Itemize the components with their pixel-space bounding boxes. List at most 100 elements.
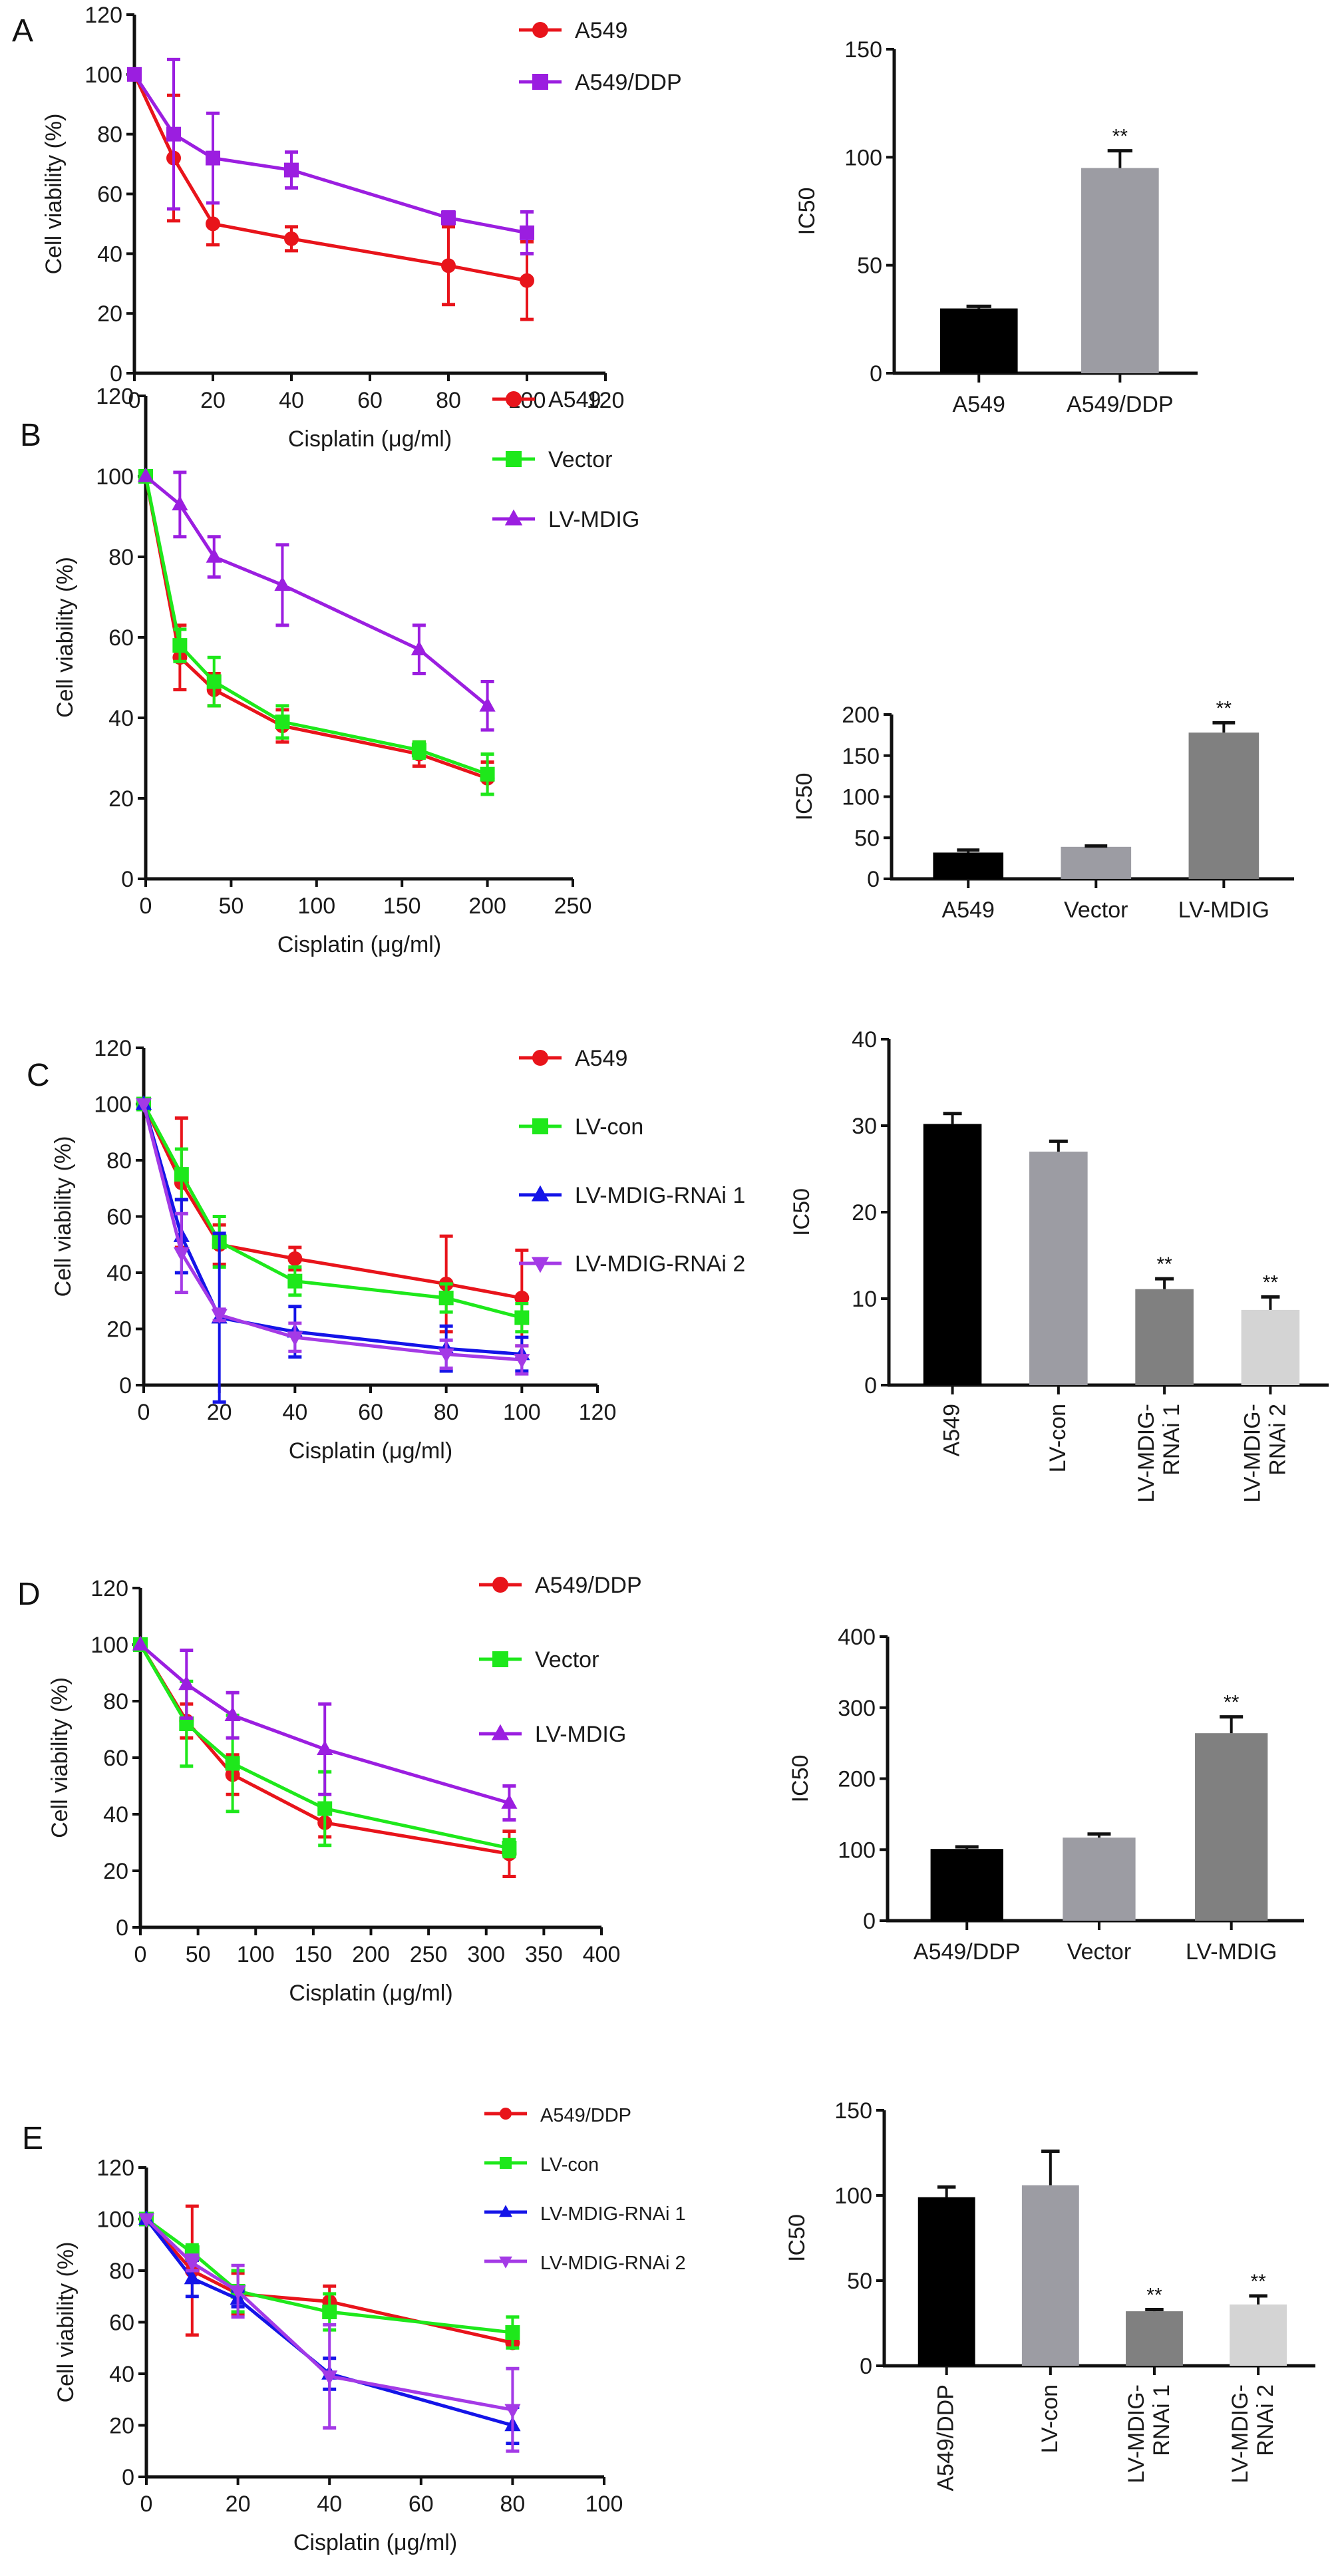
bar xyxy=(1021,2185,1079,2366)
legend-label: Vector xyxy=(548,447,612,472)
data-point xyxy=(274,576,291,591)
y-tick-label: 100 xyxy=(96,464,134,490)
x-category-label: A549/DDP xyxy=(914,1939,1021,1965)
data-point xyxy=(438,1291,454,1306)
legend-marker-icon xyxy=(532,1118,548,1134)
data-point xyxy=(411,640,427,655)
x-tick-label: 80 xyxy=(500,2492,525,2517)
y-tick-label: 120 xyxy=(96,2156,134,2181)
legend-marker-icon xyxy=(492,1651,508,1667)
series-a549-ddp xyxy=(127,57,534,255)
data-point xyxy=(184,2257,200,2272)
data-point xyxy=(514,1310,530,1325)
panel-letter: B xyxy=(20,418,41,453)
data-point xyxy=(520,225,534,240)
bar xyxy=(1061,846,1132,879)
data-point xyxy=(172,638,188,653)
y-tick-label: 20 xyxy=(103,1859,128,1884)
data-point xyxy=(206,150,220,166)
y-tick-label: 0 xyxy=(110,361,122,387)
x-tick-label: 0 xyxy=(128,388,141,413)
x-tick-label: 400 xyxy=(583,1942,621,1967)
bar xyxy=(1063,1838,1136,1921)
x-tick-label: 80 xyxy=(434,1400,459,1425)
bar xyxy=(918,2197,975,2366)
y-tick-label: 100 xyxy=(94,1092,132,1118)
y-tick-label: 60 xyxy=(108,625,134,651)
y-tick-label: 0 xyxy=(864,1373,877,1398)
y-tick-label: 40 xyxy=(852,1027,877,1052)
y-tick-label: 60 xyxy=(106,1205,132,1230)
legend-label: A549/DDP xyxy=(575,70,682,95)
legend-label: A549 xyxy=(575,18,627,43)
x-category-label: A549/DDP xyxy=(933,2384,959,2492)
y-tick-label: 100 xyxy=(834,2183,872,2209)
y-tick-label: 0 xyxy=(121,867,134,892)
data-point xyxy=(230,2285,246,2301)
chart-b-line: B 0 20 40 60 80 100 120 Cell viability (%) 0 50 100… xyxy=(20,384,639,957)
y-tick-label: 120 xyxy=(90,1576,128,1601)
data-point xyxy=(206,674,222,689)
data-point xyxy=(173,1247,190,1262)
x-tick-label: 250 xyxy=(554,893,592,919)
y-tick-label: 20 xyxy=(109,2414,134,2439)
x-category-label-line: A549 xyxy=(939,1404,965,1456)
data-point xyxy=(441,210,456,226)
x-tick-label: 0 xyxy=(134,1942,147,1967)
x-category-label-line: LV-MDIG- xyxy=(1240,1404,1265,1503)
series-line xyxy=(144,475,489,707)
bar xyxy=(923,1124,982,1385)
y-tick-label: 120 xyxy=(84,3,122,28)
data-point xyxy=(224,1706,241,1722)
y-tick-label: 20 xyxy=(108,786,134,812)
x-category-label-line: A549/DDP xyxy=(933,2384,959,2492)
bar xyxy=(930,1849,1003,1921)
y-tick-label: 20 xyxy=(97,301,122,327)
bar xyxy=(1135,1289,1194,1385)
data-point xyxy=(287,1331,303,1347)
bar xyxy=(1195,1733,1268,1921)
x-category-label: LV-MDIG-RNAi 1 xyxy=(1134,1404,1184,1503)
x-category-label: A549 xyxy=(942,897,995,923)
bar xyxy=(939,308,1018,373)
y-tick-label: 50 xyxy=(854,826,880,851)
x-tick-label: 60 xyxy=(357,388,383,413)
y-tick-label: 40 xyxy=(109,2362,134,2387)
x-tick-label: 20 xyxy=(200,388,226,413)
y-tick-label: 40 xyxy=(108,706,134,731)
y-tick-label: 100 xyxy=(84,63,122,88)
chart-a-bar: 0 50 100 150 IC50 A549 ** A549/DDP xyxy=(794,37,1198,417)
y-tick-label: 150 xyxy=(842,744,880,769)
y-tick-label: 0 xyxy=(863,1909,876,1934)
x-tick-label: 100 xyxy=(237,1942,275,1967)
data-point xyxy=(480,766,495,782)
bar xyxy=(1188,732,1259,879)
data-point xyxy=(514,1291,530,1306)
legend-label: A549/DDP xyxy=(535,1573,642,1598)
x-tick-label: 300 xyxy=(467,1942,505,1967)
legend-marker-icon xyxy=(491,1724,510,1740)
y-tick-label: 100 xyxy=(844,145,882,170)
data-point xyxy=(206,548,222,563)
y-tick-label: 200 xyxy=(838,1767,876,1792)
x-tick-label: 40 xyxy=(317,2492,342,2517)
data-point xyxy=(411,742,426,758)
bar xyxy=(1029,1152,1088,1385)
data-point xyxy=(284,231,299,246)
legend-marker-icon xyxy=(532,1050,548,1066)
series-line xyxy=(132,73,528,235)
y-tick-label: 20 xyxy=(852,1200,877,1225)
x-tick-label: 0 xyxy=(140,2492,153,2517)
data-point xyxy=(172,496,188,511)
data-point xyxy=(132,1635,149,1651)
x-tick-label: 150 xyxy=(295,1942,333,1967)
x-tick-label: 350 xyxy=(525,1942,563,1967)
y-tick-label: 40 xyxy=(106,1261,132,1286)
y-tick-label: 120 xyxy=(94,1036,132,1061)
series-line xyxy=(142,1103,522,1300)
chart-c-line: C 0 20 40 60 80 100 120 Cell viability (%) 0 20 40 6… xyxy=(27,1036,745,1464)
x-tick-label: 100 xyxy=(503,1400,541,1425)
legend-marker-icon xyxy=(504,509,523,526)
y-tick-label: 100 xyxy=(96,2207,134,2233)
legend-marker-icon xyxy=(531,1185,550,1202)
